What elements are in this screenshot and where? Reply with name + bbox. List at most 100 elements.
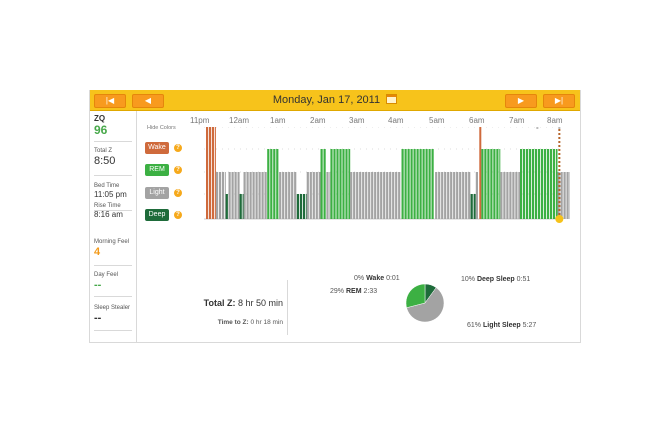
stage-bar: [261, 172, 264, 219]
stage-bar: [326, 172, 329, 219]
stage-bar: [499, 149, 501, 219]
stage-bar: [547, 149, 550, 219]
stage-bar: [359, 172, 362, 219]
stage-bar: [243, 172, 246, 219]
stage-bar: [273, 149, 276, 219]
first-day-button[interactable]: |◀: [94, 94, 126, 108]
previous-day-button[interactable]: ◀: [132, 94, 164, 108]
rise-time-value: 8:16 am: [94, 210, 123, 219]
stage-bar: [285, 172, 288, 219]
stage-bar: [336, 149, 339, 219]
stage-bar: [544, 149, 547, 219]
light-name: Light Sleep: [482, 322, 521, 329]
stage-bar: [529, 149, 532, 219]
sleep-stealer-section: Sleep Stealer --: [94, 304, 132, 331]
stage-bar: [206, 127, 209, 219]
stage-bar: [526, 149, 529, 219]
next-day-button[interactable]: ▶: [505, 94, 537, 108]
sleep-stealer-value: --: [94, 312, 102, 324]
stage-bar: [493, 149, 496, 219]
stage-bar: [462, 172, 465, 219]
stage-bar: [228, 172, 231, 219]
time-to-z-value: 0 hr 18 min: [250, 319, 283, 326]
stage-bar: [353, 172, 356, 219]
stage-bar: [520, 149, 523, 219]
legend-wake-button[interactable]: Wake: [145, 142, 169, 154]
time-marker-handle[interactable]: [555, 215, 564, 223]
stage-segment-rem: [330, 149, 351, 219]
stage-bar: [410, 149, 413, 219]
morning-feel-label: Morning Feel: [94, 239, 130, 245]
stage-bar: [404, 149, 407, 219]
morning-feel-section: Morning Feel 4: [94, 238, 132, 266]
stage-segment-rem: [481, 149, 501, 219]
stage-bar: [422, 149, 425, 219]
legend-deep-button[interactable]: Deep: [145, 209, 169, 221]
stage-bar: [553, 149, 556, 219]
hide-colors-link[interactable]: Hide Colors: [147, 125, 176, 131]
stage-bar: [374, 172, 377, 219]
stage-bar: [566, 172, 569, 219]
pie-label-wake: 0% Wake 0:01: [354, 275, 400, 282]
stage-segment-rem: [267, 149, 279, 219]
stage-bar: [306, 172, 309, 219]
date-title: Monday, Jan 17, 2011: [90, 90, 580, 110]
stage-bar: [490, 149, 493, 219]
help-icon[interactable]: ?: [174, 211, 182, 219]
stage-bar: [345, 149, 348, 219]
stage-bar: [309, 172, 312, 219]
legend-rem-button[interactable]: REM: [145, 164, 169, 176]
stage-pie-chart: [405, 283, 445, 323]
stage-bar: [503, 172, 506, 219]
last-day-button[interactable]: ▶|: [543, 94, 575, 108]
stage-segment-light: [243, 172, 267, 219]
pie-slice-light: [406, 287, 445, 323]
deep-pct: 10%: [461, 276, 476, 283]
stage-bar: [550, 149, 553, 219]
stage-bar: [296, 194, 299, 219]
stage-bar: [252, 172, 255, 219]
morning-feel-value: 4: [94, 246, 101, 258]
stage-bar: [479, 127, 482, 219]
stage-bar: [459, 172, 462, 219]
stage-bar: [267, 149, 270, 219]
stage-bar: [487, 149, 490, 219]
stage-segment-light: [500, 172, 521, 219]
hypnogram-chart: [204, 127, 570, 223]
stage-bar: [215, 172, 219, 219]
help-icon[interactable]: ?: [174, 166, 182, 174]
wake-time: 0:01: [386, 275, 400, 282]
total-z-summary-value: 8 hr 50 min: [237, 298, 283, 308]
stage-bar: [481, 149, 484, 219]
help-icon[interactable]: ?: [174, 189, 182, 197]
time-label: 6am: [469, 116, 485, 125]
stage-bar: [333, 149, 336, 219]
time-label: 11pm: [190, 116, 210, 125]
time-label: 1am: [270, 116, 286, 125]
time-label: 3am: [349, 116, 365, 125]
stage-bar: [320, 149, 323, 219]
stage-bar: [441, 172, 444, 219]
pie-label-light: 61% Light Sleep 5:27: [467, 322, 536, 329]
stage-bar: [557, 172, 560, 219]
stage-bar: [302, 194, 305, 219]
time-to-z-summary: Time to Z: 0 hr 18 min: [137, 319, 283, 326]
stage-segment-rem: [401, 149, 434, 219]
stage-segment-light: [326, 172, 331, 219]
day-feel-section: Day Feel --: [94, 271, 132, 297]
stage-bar: [453, 172, 456, 219]
stage-segment-rem: [520, 149, 558, 219]
help-icon[interactable]: ?: [174, 144, 182, 152]
stage-bar: [356, 172, 359, 219]
stage-bar: [398, 172, 401, 219]
stage-bar: [339, 149, 342, 219]
stage-segment-light: [228, 172, 240, 219]
stage-bar: [368, 172, 371, 219]
stage-segment-deep: [239, 194, 244, 219]
calendar-icon[interactable]: [386, 94, 398, 104]
sleep-report-panel: |◀ ◀ Monday, Jan 17, 2011 ▶ ▶| ZQ 96 Tot…: [89, 90, 581, 343]
stage-bar: [215, 127, 216, 219]
stage-bar: [264, 172, 267, 219]
stage-bar: [431, 149, 434, 219]
legend-light-button[interactable]: Light: [145, 187, 169, 199]
